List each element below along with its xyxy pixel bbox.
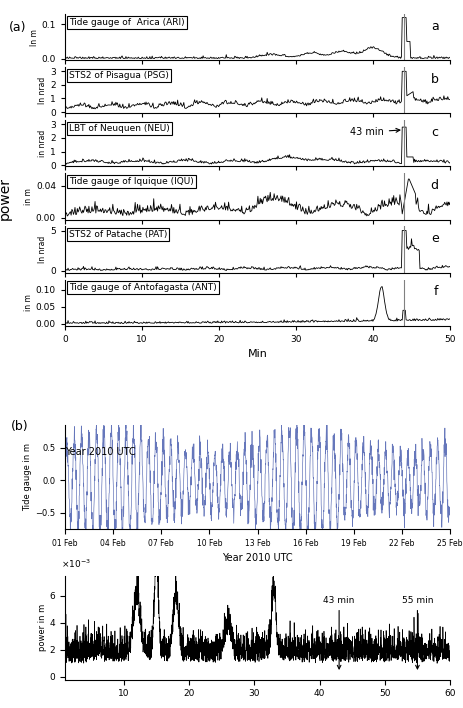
Text: Tide gauge of Antofagasta (ANT): Tide gauge of Antofagasta (ANT) xyxy=(69,283,216,292)
Y-axis label: ln nrad: ln nrad xyxy=(38,236,47,263)
Y-axis label: in nrad: in nrad xyxy=(38,130,47,157)
Text: b: b xyxy=(430,73,438,86)
Text: (a): (a) xyxy=(9,21,27,34)
Text: 55 min: 55 min xyxy=(401,596,432,669)
X-axis label: Min: Min xyxy=(247,349,267,359)
Text: STS2 of Patache (PAT): STS2 of Patache (PAT) xyxy=(69,230,167,239)
Text: power: power xyxy=(0,177,12,219)
Y-axis label: in m: in m xyxy=(24,294,33,311)
Text: Tide gauge of  Arica (ARI): Tide gauge of Arica (ARI) xyxy=(69,18,184,27)
Y-axis label: in m: in m xyxy=(24,188,33,205)
Text: c: c xyxy=(431,126,438,139)
Text: $\times 10^{-3}$: $\times 10^{-3}$ xyxy=(61,558,91,571)
Y-axis label: ln nrad: ln nrad xyxy=(38,76,47,104)
Text: 43 min: 43 min xyxy=(323,596,354,669)
X-axis label: Year 2010 UTC: Year 2010 UTC xyxy=(222,553,292,563)
Text: d: d xyxy=(430,179,438,192)
Text: e: e xyxy=(430,232,438,245)
Text: STS2 of Pisagua (PSG): STS2 of Pisagua (PSG) xyxy=(69,71,169,80)
Y-axis label: power in m: power in m xyxy=(38,604,47,651)
Y-axis label: ln m: ln m xyxy=(30,29,39,46)
Text: (b): (b) xyxy=(11,420,29,433)
Text: a: a xyxy=(430,20,438,33)
Text: Year 2010 UTC: Year 2010 UTC xyxy=(65,447,135,457)
Text: LBT of Neuquen (NEU): LBT of Neuquen (NEU) xyxy=(69,124,169,133)
Y-axis label: Tide gauge in m: Tide gauge in m xyxy=(23,442,32,510)
Text: f: f xyxy=(433,285,438,298)
Text: Tide gauge of Iquique (IQU): Tide gauge of Iquique (IQU) xyxy=(69,177,193,186)
Text: 43 min: 43 min xyxy=(349,127,399,137)
